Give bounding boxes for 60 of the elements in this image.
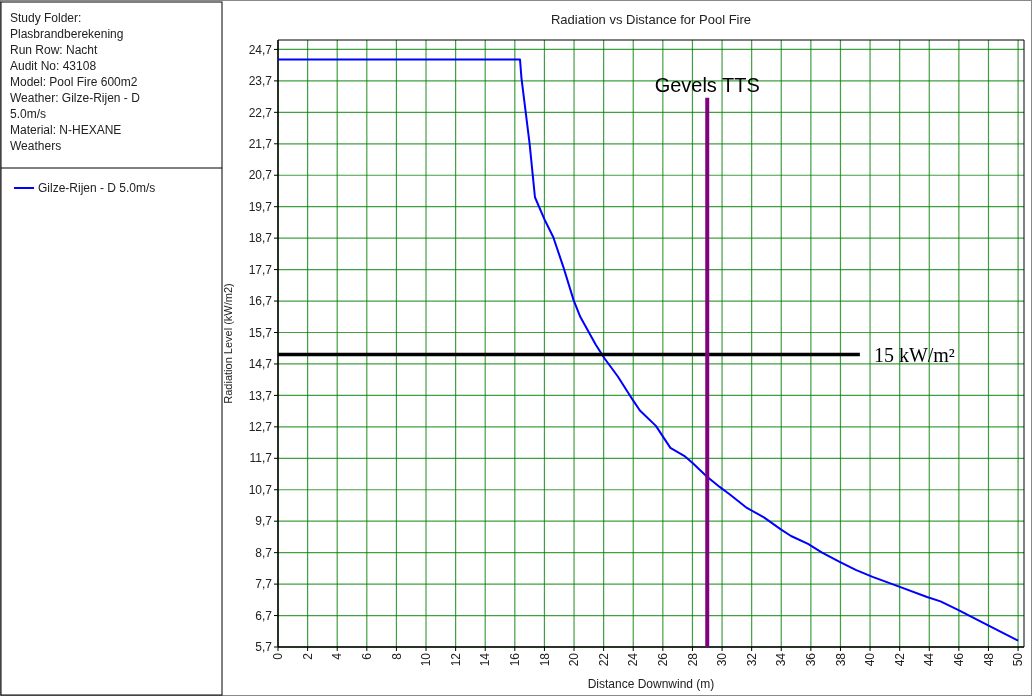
x-tick-label: 12 <box>448 652 463 667</box>
x-tick-label: 44 <box>922 652 937 667</box>
x-tick-label: 10 <box>419 652 434 667</box>
x-tick-label: 18 <box>537 652 552 667</box>
x-tick-label: 48 <box>981 652 996 667</box>
x-tick-label: 8 <box>389 652 404 660</box>
y-tick-label: 8,7 <box>255 545 273 560</box>
x-tick-label: 50 <box>1011 652 1026 667</box>
y-tick-label: 12,7 <box>248 420 273 435</box>
x-tick-label: 16 <box>508 652 523 667</box>
x-tick-label: 34 <box>774 652 789 667</box>
text: Study Folder: <box>10 11 82 25</box>
y-tick-label: 18,7 <box>248 231 273 246</box>
y-tick-label: 6,7 <box>255 608 273 623</box>
y-tick-label: 5,7 <box>255 640 273 655</box>
y-tick-label: 7,7 <box>255 577 273 592</box>
y-tick-label: 22,7 <box>248 105 273 120</box>
y-tick-label: 11,7 <box>249 451 273 466</box>
y-tick-label: 15,7 <box>248 325 273 340</box>
x-tick-label: 28 <box>685 652 700 667</box>
x-tick-label: 30 <box>715 652 730 667</box>
x-tick-label: 6 <box>360 652 375 660</box>
y-tick-label: 21,7 <box>248 136 273 151</box>
text: Weather: Gilze-Rijen - D <box>10 91 141 105</box>
chart-title: Radiation vs Distance for Pool Fire <box>550 12 752 27</box>
x-tick-label: 42 <box>892 652 907 667</box>
text: Material: N-HEXANE <box>10 123 122 137</box>
y-tick-label: 13,7 <box>248 388 273 403</box>
x-tick-label: 0 <box>271 652 286 660</box>
x-tick-label: 22 <box>596 652 611 667</box>
text: Run Row: Nacht <box>10 43 99 57</box>
x-tick-label: 20 <box>567 652 582 667</box>
x-tick-label: 2 <box>300 652 315 660</box>
y-axis-title: Radiation Level (kW/m2) <box>222 283 234 404</box>
y-tick-label: 17,7 <box>248 262 273 277</box>
y-tick-label: 9,7 <box>255 514 273 529</box>
line-series <box>277 58 1020 642</box>
y-tick-label: 16,7 <box>248 294 273 309</box>
text: Plasbrandberekening <box>10 27 124 41</box>
y-tick-label: 24,7 <box>248 42 273 57</box>
text: Weathers <box>10 139 62 153</box>
x-tick-label: 46 <box>952 652 967 667</box>
y-tick-label: 10,7 <box>248 482 273 497</box>
x-tick-label: 40 <box>863 652 878 667</box>
x-tick-label: 24 <box>626 652 641 667</box>
x-tick-label: 26 <box>656 652 671 667</box>
y-tick-label: 20,7 <box>248 168 273 183</box>
x-axis-title: Distance Downwind (m) <box>587 677 715 691</box>
y-tick-label: 23,7 <box>248 74 273 89</box>
x-tick-label: 32 <box>744 652 759 667</box>
y-tick-label: 19,7 <box>248 199 273 214</box>
y-tick-label: 14,7 <box>248 357 273 372</box>
x-tick-label: 36 <box>804 652 819 667</box>
x-tick-label: 4 <box>330 652 345 660</box>
text: Model: Pool Fire 600m2 <box>10 75 138 89</box>
legend-label: Gilze-Rijen - D 5.0m/s <box>38 181 156 195</box>
text: Audit No: 43108 <box>10 59 97 73</box>
x-tick-label: 14 <box>478 652 493 667</box>
text: 5.0m/s <box>10 107 47 121</box>
x-tick-label: 38 <box>833 652 848 667</box>
